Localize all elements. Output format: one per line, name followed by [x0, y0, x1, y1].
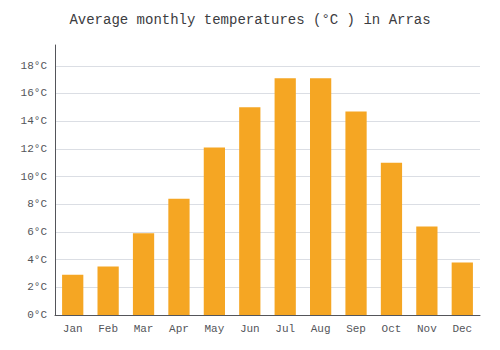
svg-text:18°C: 18°C — [21, 60, 48, 72]
svg-text:Jul: Jul — [275, 323, 295, 335]
svg-text:Jun: Jun — [240, 323, 260, 335]
svg-text:14°C: 14°C — [21, 115, 48, 127]
svg-text:4°C: 4°C — [27, 254, 47, 266]
svg-text:10°C: 10°C — [21, 171, 48, 183]
svg-text:12°C: 12°C — [21, 143, 48, 155]
svg-text:Dec: Dec — [452, 323, 472, 335]
svg-text:0°C: 0°C — [27, 309, 47, 321]
svg-text:Aug: Aug — [311, 323, 331, 335]
svg-text:Nov: Nov — [417, 323, 437, 335]
svg-text:16°C: 16°C — [21, 87, 48, 99]
svg-text:6°C: 6°C — [27, 226, 47, 238]
svg-text:2°C: 2°C — [27, 281, 47, 293]
svg-text:Sep: Sep — [346, 323, 366, 335]
svg-text:8°C: 8°C — [27, 198, 47, 210]
svg-text:Average monthly temperatures (: Average monthly temperatures (°C ) in Ar… — [69, 12, 430, 28]
svg-text:Oct: Oct — [382, 323, 402, 335]
svg-text:Feb: Feb — [98, 323, 118, 335]
svg-text:Apr: Apr — [169, 323, 189, 335]
svg-text:Mar: Mar — [134, 323, 154, 335]
svg-text:May: May — [204, 323, 224, 335]
svg-text:Jan: Jan — [63, 323, 83, 335]
